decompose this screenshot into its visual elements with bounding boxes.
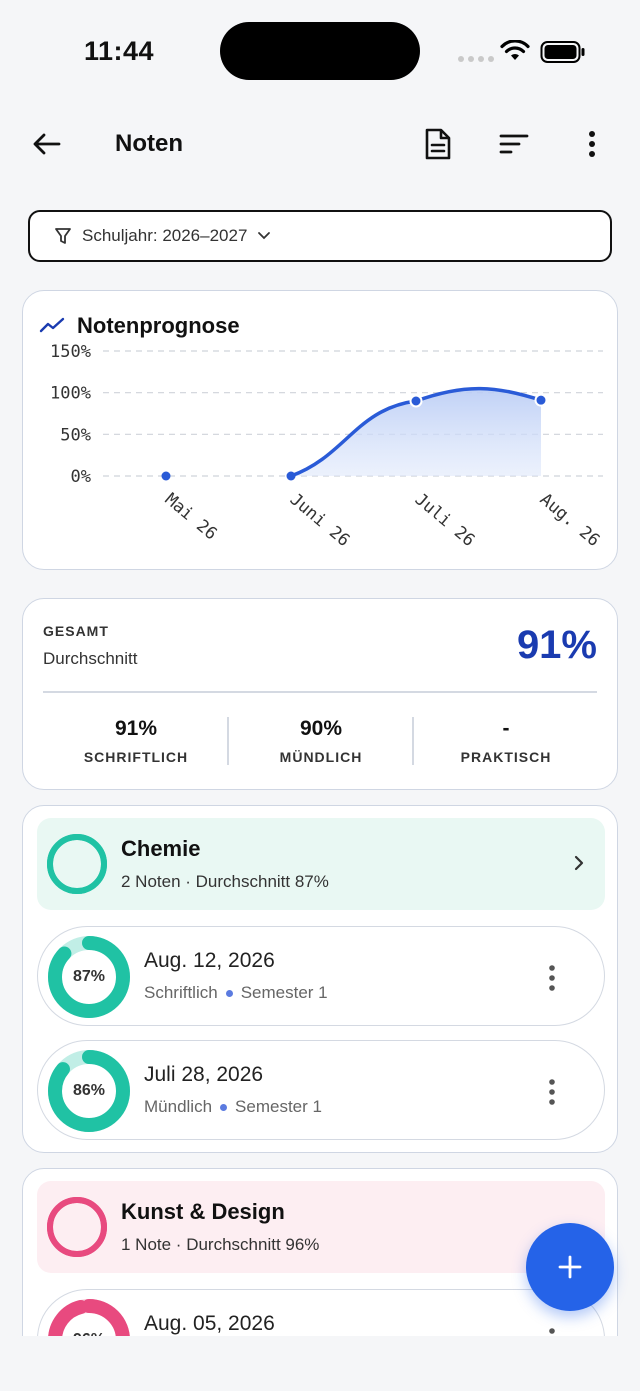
- trending-up-icon: [39, 317, 65, 333]
- grade-meta: Schriftlich Semester 1: [144, 983, 328, 1003]
- filter-icon: [55, 228, 71, 244]
- battery-icon: [540, 41, 585, 63]
- subject-meta: 1 Note · Durchschnitt 96%: [121, 1235, 320, 1254]
- overall-average-value: 91%: [516, 623, 597, 667]
- stat-label: SCHRIFTLICH: [83, 749, 189, 765]
- separator-dot: [220, 1103, 228, 1111]
- chevron-right-icon: [574, 855, 584, 871]
- school-year-filter[interactable]: Schuljahr: 2026–2027: [28, 210, 612, 262]
- divider: [43, 691, 597, 693]
- page-title: Noten: [115, 130, 183, 157]
- back-button[interactable]: [28, 126, 64, 162]
- y-tick-label: 150%: [50, 342, 91, 362]
- stat-value: -: [502, 717, 510, 740]
- grade-date: Aug. 12, 2026: [144, 949, 275, 972]
- stat-written: 91% SCHRIFTLICH: [43, 717, 229, 765]
- grade-row[interactable]: 87% Aug. 12, 2026 Schriftlich Semester 1: [37, 926, 605, 1026]
- more-options-button[interactable]: [574, 126, 610, 162]
- subject-card-chemie: Chemie 2 Noten · Durchschnitt 87% 87% Au…: [22, 805, 618, 1153]
- y-tick-label: 0%: [71, 467, 91, 487]
- sort-button[interactable]: [496, 126, 532, 162]
- grade-semester: Semester 1: [240, 983, 328, 1002]
- report-button[interactable]: [420, 124, 456, 164]
- y-tick-label: 50%: [60, 425, 91, 445]
- grade-meta: Mündlich Semester 1: [144, 1097, 322, 1117]
- x-tick-label: Mai 26: [161, 490, 221, 545]
- status-bar: 11:44: [0, 0, 640, 100]
- more-vertical-icon: [549, 965, 555, 991]
- plus-icon: [558, 1255, 582, 1279]
- subject-name: Kunst & Design: [121, 1199, 285, 1224]
- stat-separator: [412, 717, 414, 765]
- grade-date: Aug. 05, 2026: [144, 1312, 275, 1335]
- chart-point: [286, 471, 296, 481]
- grade-progress-ring: [48, 936, 130, 1018]
- grade-progress-ring: [48, 1050, 130, 1132]
- subject-header-chemie[interactable]: Chemie 2 Noten · Durchschnitt 87%: [37, 818, 605, 910]
- grade-type: Schriftlich: [144, 983, 218, 1002]
- more-vertical-icon: [589, 131, 595, 157]
- grade-row[interactable]: 86% Juli 28, 2026 Mündlich Semester 1: [37, 1040, 605, 1140]
- grade-percentage: 86%: [72, 1082, 106, 1099]
- subject-progress-ring: [47, 834, 107, 894]
- document-icon: [425, 128, 451, 160]
- sort-icon: [499, 134, 529, 154]
- stat-value: 90%: [299, 717, 343, 740]
- y-tick-label: 100%: [50, 384, 91, 404]
- grade-type: Mündlich: [144, 1097, 213, 1116]
- wifi-icon: [500, 40, 530, 60]
- chart-title: Notenprognose: [77, 313, 240, 338]
- arrow-left-icon: [33, 133, 61, 155]
- subject-header-kunst-design[interactable]: Kunst & Design 1 Note · Durchschnitt 96%: [37, 1181, 605, 1273]
- stat-separator: [227, 717, 229, 765]
- separator-dot: [225, 989, 233, 997]
- grade-semester: Semester 1: [235, 1097, 322, 1116]
- subject-progress-ring: [47, 1197, 107, 1257]
- grade-options-button[interactable]: [540, 1075, 564, 1109]
- app-bar: Noten: [0, 110, 640, 180]
- add-grade-button[interactable]: [526, 1223, 614, 1311]
- dynamic-island: [220, 22, 420, 80]
- bottom-safe-area: [0, 1336, 640, 1391]
- x-tick-label: Aug. 26: [536, 490, 604, 551]
- more-vertical-icon: [549, 1079, 555, 1105]
- filter-label: Schuljahr: 2026–2027: [82, 226, 248, 245]
- chart-area: [291, 388, 541, 476]
- chart-point: [409, 394, 423, 408]
- overall-subtitle: Durchschnitt: [43, 649, 138, 668]
- grade-forecast-card: Notenprognose 150% 100% 50% 0% Mai 26 Juni 2…: [22, 290, 618, 570]
- overall-average-card: GESAMT Durchschnitt 91% 91% SCHRIFTLICH …: [22, 598, 618, 790]
- forecast-chart: 150% 100% 50% 0% Mai 26 Juni 26 Juli 26 Aug. 2…: [50, 342, 604, 551]
- x-tick-label: Juni 26: [286, 490, 354, 551]
- chart-point: [161, 471, 171, 481]
- stat-value: 91%: [114, 717, 158, 740]
- grade-date: Juli 28, 2026: [144, 1063, 264, 1086]
- chart-point: [534, 393, 548, 407]
- status-time: 11:44: [84, 36, 155, 66]
- stat-practical: - PRAKTISCH: [413, 717, 599, 765]
- stat-oral: 90% MÜNDLICH: [228, 717, 414, 765]
- x-tick-label: Juli 26: [411, 490, 479, 551]
- overall-title: GESAMT: [43, 623, 109, 639]
- subject-meta: 2 Noten · Durchschnitt 87%: [121, 872, 329, 891]
- chevron-down-icon: [258, 232, 271, 240]
- stat-label: MÜNDLICH: [279, 749, 363, 765]
- stat-label: PRAKTISCH: [460, 749, 552, 765]
- grade-options-button[interactable]: [540, 961, 564, 995]
- grade-percentage: 87%: [72, 968, 106, 985]
- subject-name: Chemie: [121, 836, 201, 861]
- signal-icon: [458, 56, 494, 62]
